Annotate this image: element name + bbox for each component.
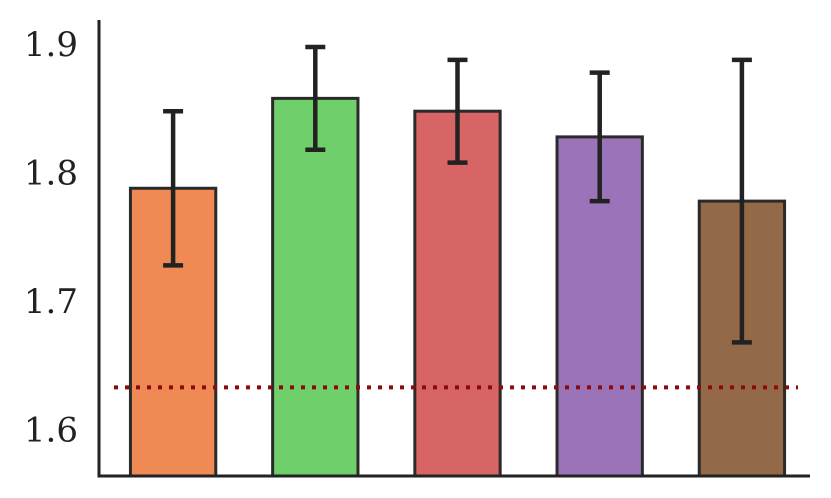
y-tick-label: 1.9 [24,25,78,65]
error-bar [589,70,610,204]
error-bar [731,57,752,345]
y-tick-label: 1.6 [24,410,78,450]
y-tick-label: 1.7 [24,282,78,322]
axes [97,20,810,478]
y-tick-label: 1.8 [24,153,78,193]
error-bar [163,108,184,268]
bar [413,109,502,478]
error-bar [447,57,468,165]
bar [271,96,360,478]
error-bar [305,44,326,152]
